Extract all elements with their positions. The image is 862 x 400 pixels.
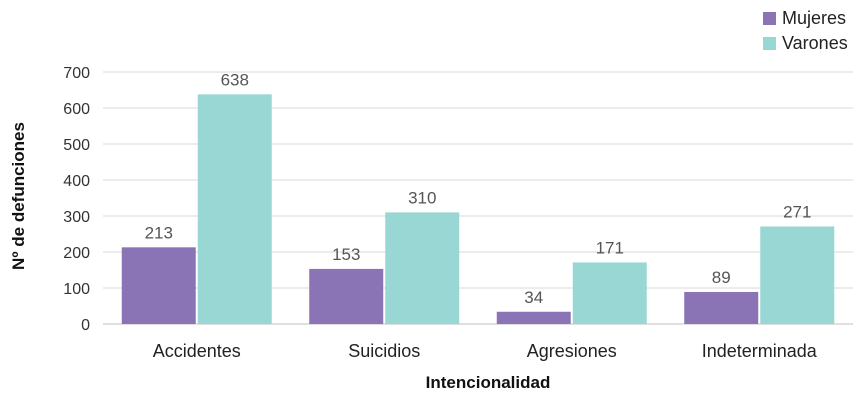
bar-mujeres-suicidios [309, 268, 384, 324]
y-tick-labels: 0 100 200 300 400 500 600 700 [63, 65, 90, 334]
legend-swatch-mujeres [763, 12, 776, 25]
x-category-label: Agresiones [527, 341, 617, 361]
y-tick-label: 500 [63, 137, 90, 154]
bar-mujeres-accidentes [121, 247, 196, 324]
data-label: 153 [332, 245, 360, 264]
legend-swatch-varones [763, 37, 776, 50]
data-label: 89 [712, 268, 731, 287]
bar-varones-agresiones [572, 262, 647, 324]
y-tick-label: 700 [63, 65, 90, 82]
bar-mujeres-indeterminada [684, 291, 759, 324]
data-label: 171 [596, 238, 624, 257]
y-tick-label: 600 [63, 101, 90, 118]
bar-varones-suicidios [385, 212, 460, 324]
y-tick-label: 400 [63, 173, 90, 190]
y-tick-label: 200 [63, 245, 90, 262]
legend: Mujeres Varones [763, 8, 848, 53]
y-tick-label: 100 [63, 281, 90, 298]
bar-varones-accidentes [197, 94, 272, 324]
data-label: 310 [408, 188, 436, 207]
bar-mujeres-agresiones [496, 311, 571, 324]
data-label: 638 [221, 70, 249, 89]
bar-varones-indeterminada [760, 226, 835, 324]
x-category-labels: Accidentes Suicidios Agresiones Indetermina… [153, 341, 818, 361]
x-axis-title: Intencionalidad [426, 373, 551, 392]
legend-label-varones: Varones [782, 33, 848, 53]
x-category-label: Suicidios [348, 341, 420, 361]
legend-label-mujeres: Mujeres [782, 8, 846, 28]
data-label: 271 [783, 202, 811, 221]
x-category-label: Accidentes [153, 341, 241, 361]
y-tick-label: 300 [63, 209, 90, 226]
data-label: 213 [145, 223, 173, 242]
y-tick-label: 0 [81, 317, 90, 334]
data-label: 34 [524, 288, 543, 307]
bars: 213 638 153 310 34 171 89 271 [121, 70, 835, 324]
x-category-label: Indeterminada [702, 341, 818, 361]
y-axis-title: Nº de defunciones [9, 122, 28, 270]
